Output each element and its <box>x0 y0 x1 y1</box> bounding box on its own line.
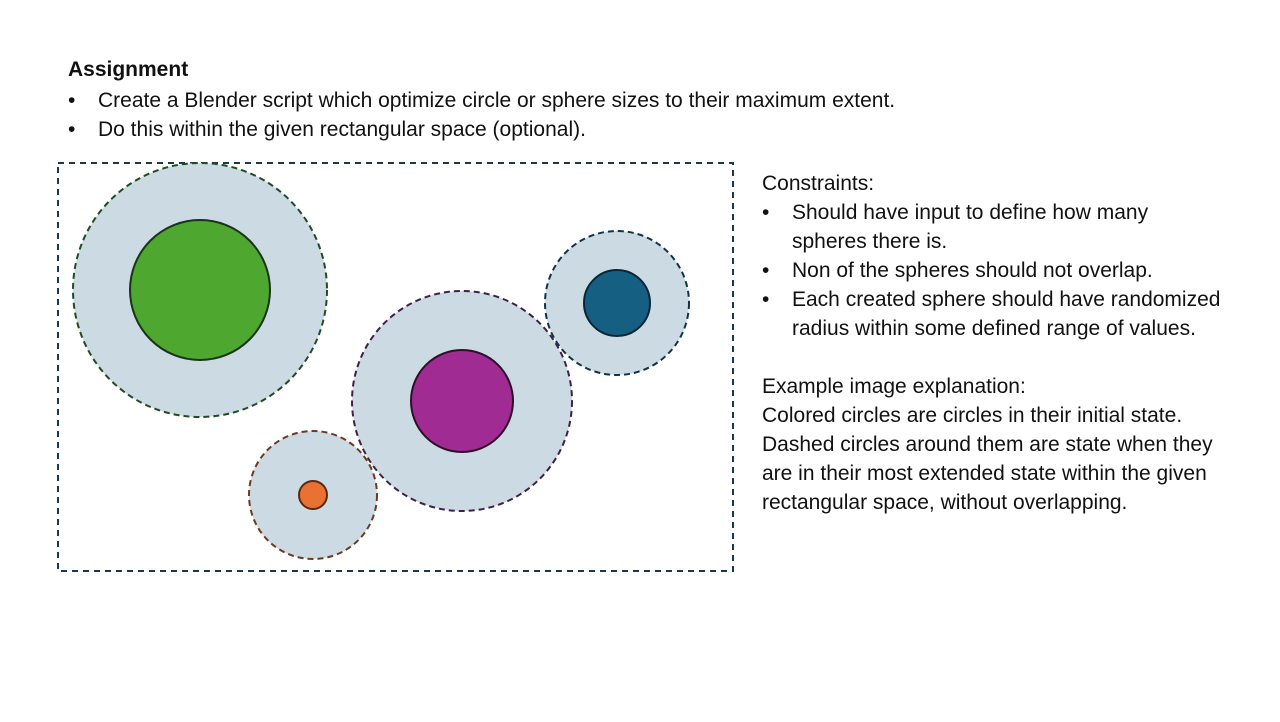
bounding-rectangle <box>57 162 734 572</box>
constraint-item: Each created sphere should have randomiz… <box>762 285 1222 343</box>
magenta-initial-circle <box>410 349 514 453</box>
explanation-title: Example image explanation: <box>762 375 1026 398</box>
orange-initial-circle <box>298 480 328 510</box>
assignment-bullet: Create a Blender script which optimize c… <box>68 86 895 115</box>
constraint-item: Should have input to define how many sph… <box>762 198 1222 256</box>
assignment-heading: Assignment <box>68 58 189 81</box>
explanation-panel: Constraints: Should have input to define… <box>762 169 1222 517</box>
constraint-item: Non of the spheres should not overlap. <box>762 256 1222 285</box>
explanation-paragraph: Colored circles are circles in their ini… <box>762 404 1183 427</box>
constraints-list: Should have input to define how many sph… <box>762 198 1222 343</box>
blue-initial-circle <box>583 269 651 337</box>
explanation-paragraph: Dashed circles around them are state whe… <box>762 433 1213 514</box>
constraints-title: Constraints: <box>762 172 875 195</box>
assignment-bullet: Do this within the given rectangular spa… <box>68 115 895 144</box>
green-initial-circle <box>129 219 271 361</box>
assignment-bullet-list: Create a Blender script which optimize c… <box>68 86 895 144</box>
